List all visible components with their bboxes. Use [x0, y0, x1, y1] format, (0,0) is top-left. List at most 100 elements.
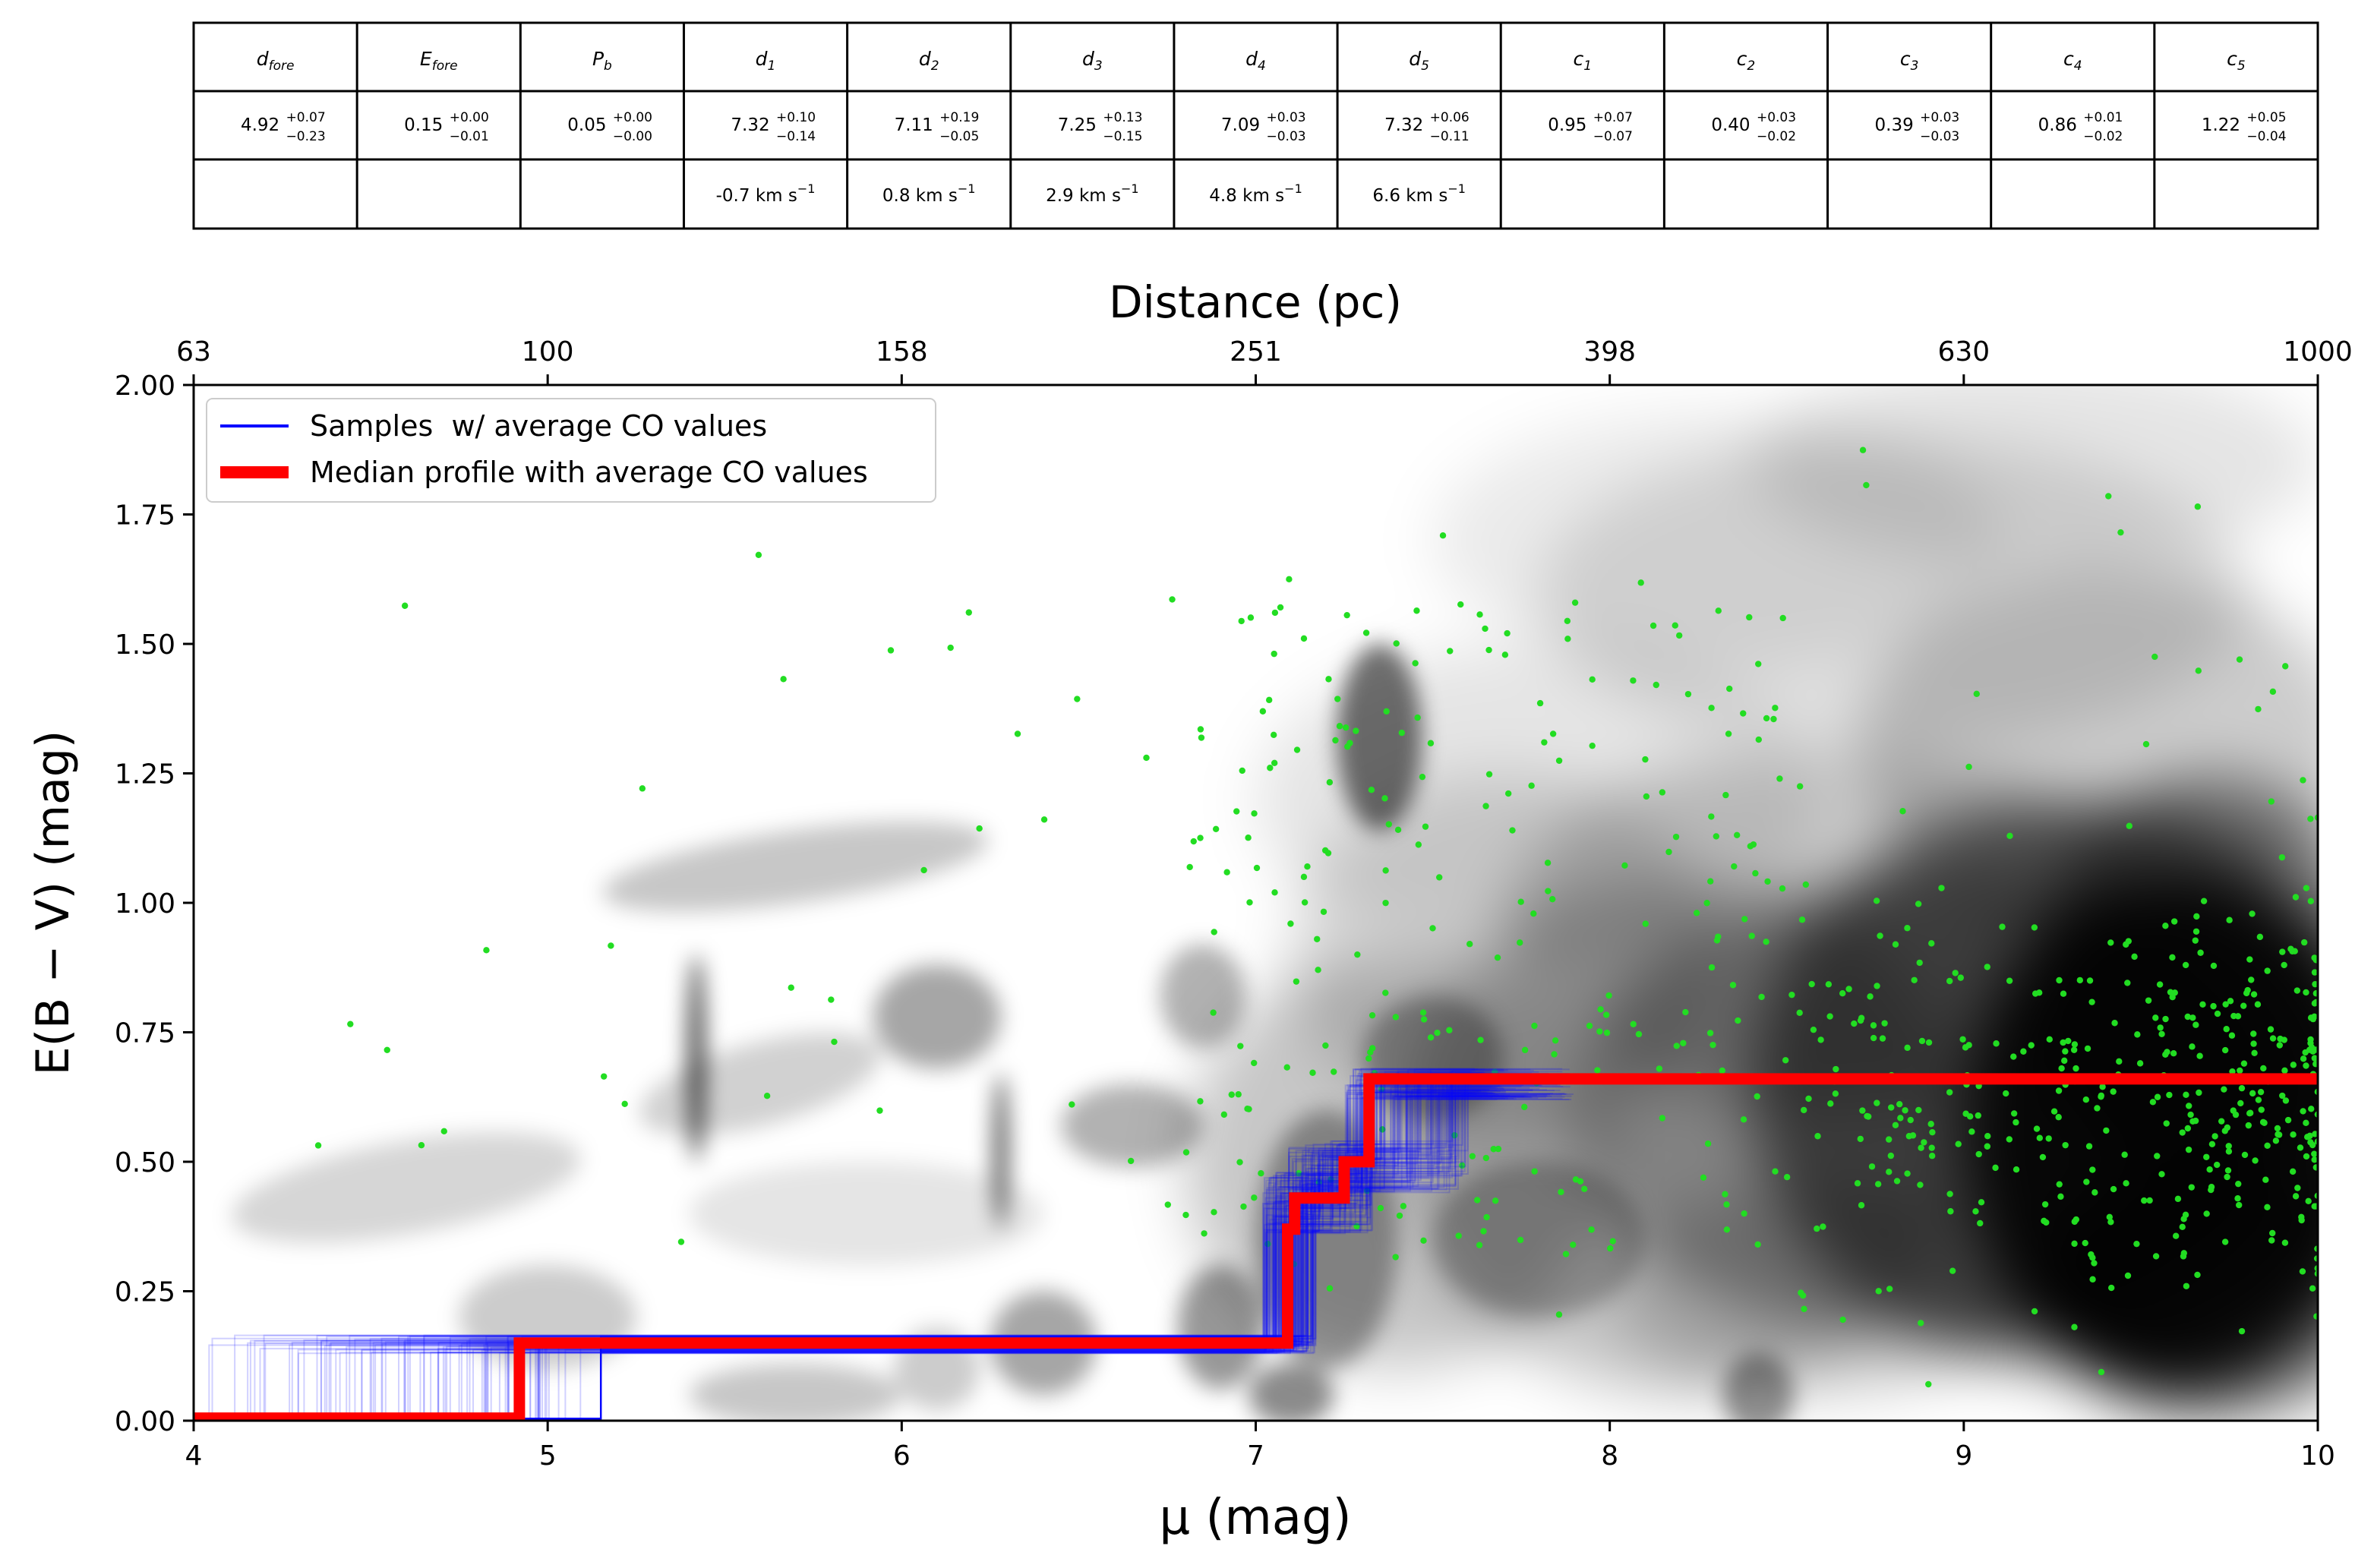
- star-point: [1400, 1203, 1407, 1210]
- star-point: [788, 984, 794, 991]
- star-point: [1367, 1049, 1374, 1055]
- star-point: [1703, 900, 1710, 907]
- star-point: [2006, 832, 2013, 839]
- star-point: [2154, 1093, 2161, 1100]
- star-point: [1602, 1011, 1610, 1018]
- sample-profile: [194, 1089, 1486, 1420]
- star-point: [1353, 727, 1359, 734]
- star-point: [1482, 1154, 1490, 1162]
- table-header-Efore: Efore: [420, 48, 458, 74]
- table-header-d2: d2: [919, 48, 939, 74]
- star-point: [2125, 938, 2132, 945]
- star-point: [1788, 991, 1795, 999]
- star-point: [1286, 576, 1293, 583]
- star-point: [2185, 1146, 2192, 1153]
- star-point: [2131, 953, 2138, 961]
- star-point: [1680, 1040, 1687, 1046]
- star-point: [1271, 609, 1279, 617]
- star-point: [1344, 743, 1351, 750]
- sample-profile: [194, 1080, 1521, 1420]
- star-point: [2094, 1105, 2101, 1112]
- star-point: [1928, 940, 1935, 947]
- star-point: [1197, 726, 1204, 733]
- table-velocity: 4.8 km s−1: [1209, 181, 1302, 206]
- star-point: [1984, 1132, 1991, 1140]
- star-point: [2152, 1253, 2160, 1260]
- star-point: [2278, 853, 2286, 861]
- star-point: [2070, 1046, 2078, 1053]
- y-tick-label: 1.00: [115, 888, 175, 920]
- star-point: [876, 1107, 883, 1114]
- star-point: [2275, 1131, 2283, 1138]
- sample-profile: [194, 1072, 1485, 1420]
- sample-profile: [194, 1099, 1498, 1420]
- sample-profile: [194, 1092, 1496, 1420]
- star-point: [2082, 1096, 2090, 1103]
- star-point: [1796, 1009, 1803, 1016]
- star-point: [1494, 954, 1501, 961]
- sample-profile: [194, 1090, 1533, 1420]
- table-velocity: 6.6 km s−1: [1372, 181, 1466, 206]
- star-point: [2197, 949, 2204, 956]
- star-point: [1436, 874, 1443, 881]
- star-point: [2162, 923, 2169, 929]
- star-point: [1918, 1144, 1924, 1151]
- star-point: [2149, 1099, 2157, 1106]
- star-point: [1382, 989, 1389, 996]
- y-axis-label: E(B − V) (mag): [27, 730, 80, 1076]
- table-value-lower: −0.01: [450, 129, 489, 144]
- star-point: [1709, 1041, 1716, 1049]
- star-point: [2107, 1219, 2114, 1226]
- table-header-c1: c1: [1574, 48, 1593, 74]
- star-point: [1770, 715, 1777, 723]
- star-point: [1528, 782, 1535, 789]
- star-point: [1482, 803, 1489, 809]
- legend-box: [206, 398, 936, 503]
- star-point: [1713, 833, 1720, 840]
- star-point: [2300, 1055, 2307, 1062]
- star-point: [2309, 1141, 2316, 1149]
- star-point: [1521, 1046, 1529, 1054]
- star-point: [1746, 614, 1753, 621]
- star-point: [1343, 611, 1350, 619]
- star-point: [2267, 1026, 2275, 1033]
- star-point: [2142, 740, 2150, 748]
- star-point: [1321, 847, 1329, 854]
- star-point: [1315, 967, 1321, 973]
- star-point: [1868, 1163, 1876, 1170]
- star-point: [1799, 1292, 1807, 1299]
- star-point: [1482, 625, 1488, 633]
- star-point: [1504, 790, 1512, 797]
- table-value-lower: −0.05: [939, 129, 979, 144]
- star-point: [1220, 1111, 1228, 1118]
- star-point: [2134, 1031, 2141, 1038]
- star-point: [2091, 1260, 2098, 1267]
- star-point: [1747, 843, 1754, 850]
- star-point: [1459, 1162, 1466, 1169]
- star-point: [1607, 1245, 1614, 1252]
- star-point: [1555, 1311, 1563, 1318]
- star-point: [1495, 1145, 1502, 1153]
- star-point: [1069, 1101, 1075, 1108]
- star-point: [1825, 981, 1833, 988]
- star-point: [2237, 1067, 2243, 1074]
- star-point: [2300, 777, 2306, 784]
- star-point: [1555, 757, 1563, 765]
- star-point: [2182, 1211, 2189, 1219]
- star-point: [2312, 1131, 2318, 1137]
- sample-profile: [194, 1084, 1542, 1420]
- star-point: [1917, 1320, 1924, 1327]
- star-point: [2006, 1136, 2013, 1143]
- star-point: [1656, 1065, 1663, 1072]
- star-point: [1377, 1204, 1384, 1212]
- star-point: [1892, 941, 1899, 948]
- star-point: [2276, 1042, 2284, 1049]
- star-point: [401, 602, 409, 609]
- sample-profile: [194, 1073, 1561, 1420]
- star-point: [2218, 1118, 2225, 1125]
- star-point: [1946, 977, 1953, 985]
- star-point: [1265, 696, 1273, 704]
- sample-profile: [194, 1097, 1563, 1420]
- star-point: [1504, 629, 1511, 637]
- star-point: [1589, 742, 1596, 749]
